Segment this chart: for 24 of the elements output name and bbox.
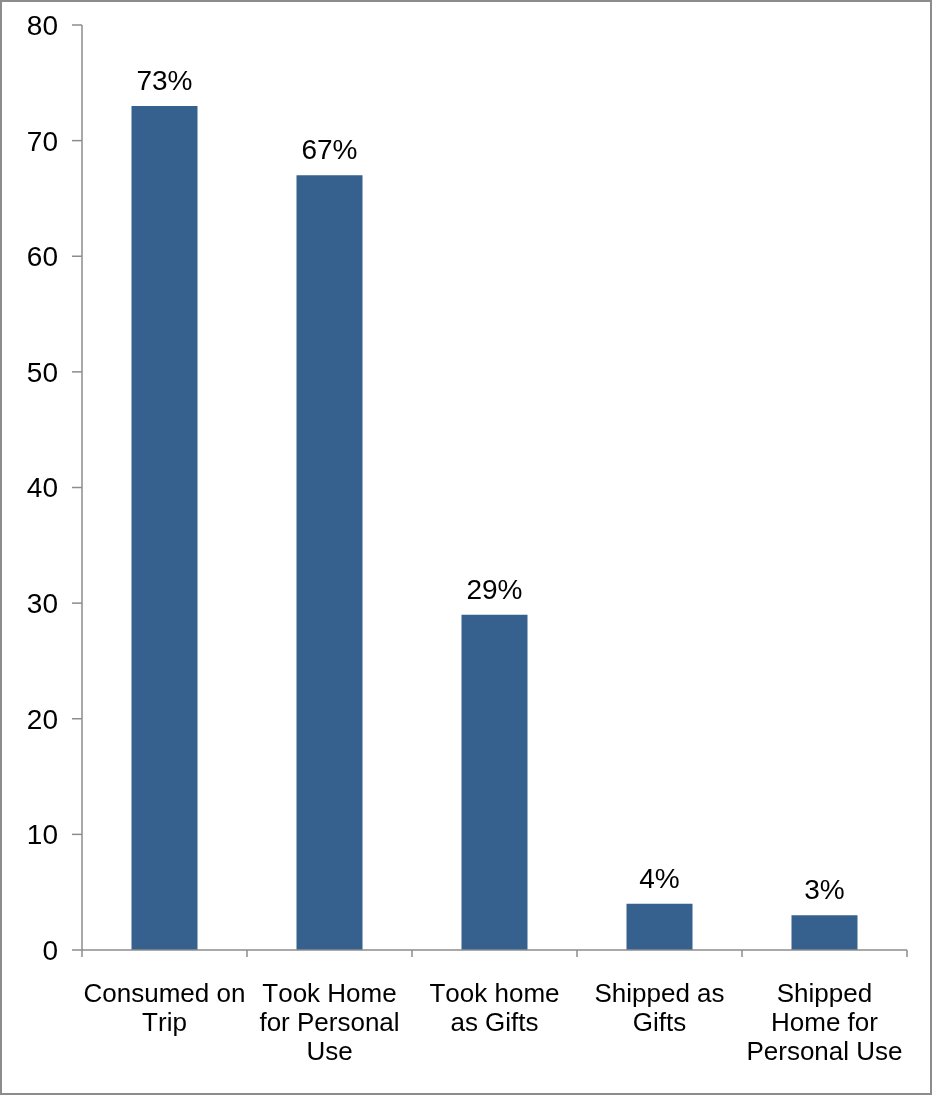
y-tick-label: 10 [26,819,58,851]
bar [626,903,693,950]
y-tick-label: 30 [26,588,58,620]
x-tick-label: Took Home for Personal Use [259,978,400,1066]
y-tick-label: 0 [42,934,58,966]
y-tick-label: 20 [26,703,58,735]
y-tick-label: 60 [26,241,58,273]
y-tick-label: 50 [26,356,58,388]
bar [131,105,198,950]
bar [296,175,363,950]
y-tick-label: 70 [26,125,58,157]
x-tick-label: Consumed on Trip [83,978,246,1037]
y-tick-label: 80 [26,9,58,41]
x-tick-label: Shipped Home for Personal Use [746,978,903,1066]
bar [461,614,528,950]
data-label: 29% [466,573,523,605]
x-tick-label: Took home as Gifts [429,978,560,1037]
y-tick-label: 40 [26,472,58,504]
data-label: 3% [804,874,845,906]
x-tick-label: Shipped as Gifts [594,978,725,1037]
data-label: 4% [639,862,680,894]
data-label: 67% [301,134,358,166]
bar [791,915,858,950]
data-label: 73% [136,64,193,96]
